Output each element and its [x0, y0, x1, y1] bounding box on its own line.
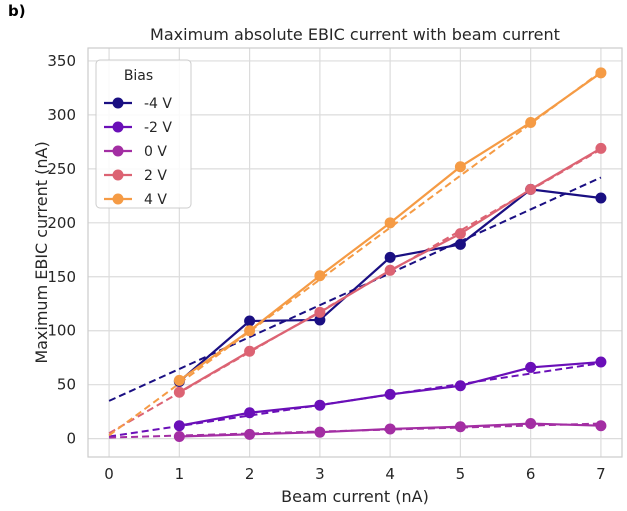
data-point [595, 420, 607, 432]
legend-swatch-marker [112, 193, 124, 205]
x-tick-label: 3 [315, 465, 325, 483]
data-point [595, 356, 607, 368]
data-point [454, 380, 466, 392]
y-tick-label: 150 [47, 268, 76, 286]
legend-entry-label: 2 V [144, 168, 167, 184]
y-tick-label: 300 [47, 106, 76, 124]
x-tick-label: 2 [245, 465, 255, 483]
data-point [384, 388, 396, 400]
data-point [454, 421, 466, 433]
legend-entry-label: -2 V [144, 120, 172, 136]
x-tick-label: 0 [104, 465, 114, 483]
y-tick-label: 50 [57, 376, 76, 394]
x-tick-label: 5 [456, 465, 466, 483]
legend-title: Bias [124, 68, 153, 84]
x-axis-label: Beam current (nA) [281, 487, 429, 506]
data-point [314, 399, 326, 411]
data-point [173, 386, 185, 398]
data-point [314, 270, 326, 282]
y-axis-label: Maximum EBIC current (nA) [32, 141, 51, 363]
data-point [384, 423, 396, 435]
data-point [595, 192, 607, 204]
y-tick-label: 100 [47, 322, 76, 340]
data-point [314, 306, 326, 318]
y-tick-label: 0 [66, 430, 76, 448]
legend-swatch-marker [112, 97, 124, 109]
data-point [525, 361, 537, 373]
data-point [244, 407, 256, 419]
data-point [384, 217, 396, 229]
x-tick-label: 6 [526, 465, 536, 483]
data-point [525, 183, 537, 195]
data-point [454, 228, 466, 240]
legend: Bias -4 V -2 V 0 V 2 V 4 V [95, 59, 192, 209]
x-tick-label: 4 [385, 465, 395, 483]
y-tick-label: 350 [47, 52, 76, 70]
panel-label: b) [8, 2, 26, 20]
data-point [454, 238, 466, 250]
x-tick-label: 1 [175, 465, 185, 483]
data-point [384, 251, 396, 263]
data-point [173, 430, 185, 442]
legend-swatch-marker [112, 121, 124, 133]
data-point [244, 428, 256, 440]
data-point [244, 345, 256, 357]
data-point [244, 315, 256, 327]
fit-line-4 [108, 70, 602, 437]
chart-title: Maximum absolute EBIC current with beam … [150, 25, 560, 44]
legend-entry-label: 0 V [144, 144, 167, 160]
y-tick-label: 250 [47, 160, 76, 178]
data-point [173, 420, 185, 432]
grid [88, 48, 622, 457]
legend-swatch-marker [112, 145, 124, 157]
data-point [314, 426, 326, 438]
data-point [454, 161, 466, 173]
data-point [595, 142, 607, 154]
legend-entry-label: 4 V [144, 192, 167, 208]
data-point [525, 418, 537, 430]
data-point [244, 325, 256, 337]
legend-swatch-marker [112, 169, 124, 181]
data-point [525, 116, 537, 128]
x-tick-label: 7 [596, 465, 606, 483]
plot-frame [87, 47, 623, 458]
series-lines [173, 67, 607, 442]
data-point [314, 314, 326, 326]
legend-entry-label: -4 V [144, 96, 172, 112]
tick-labels: 0 1 2 3 4 5 6 7 0 50 100 150 200 250 300 350 [47, 52, 605, 483]
data-point [173, 374, 185, 386]
y-tick-label: 200 [47, 214, 76, 232]
data-point [595, 67, 607, 79]
data-point [384, 264, 396, 276]
